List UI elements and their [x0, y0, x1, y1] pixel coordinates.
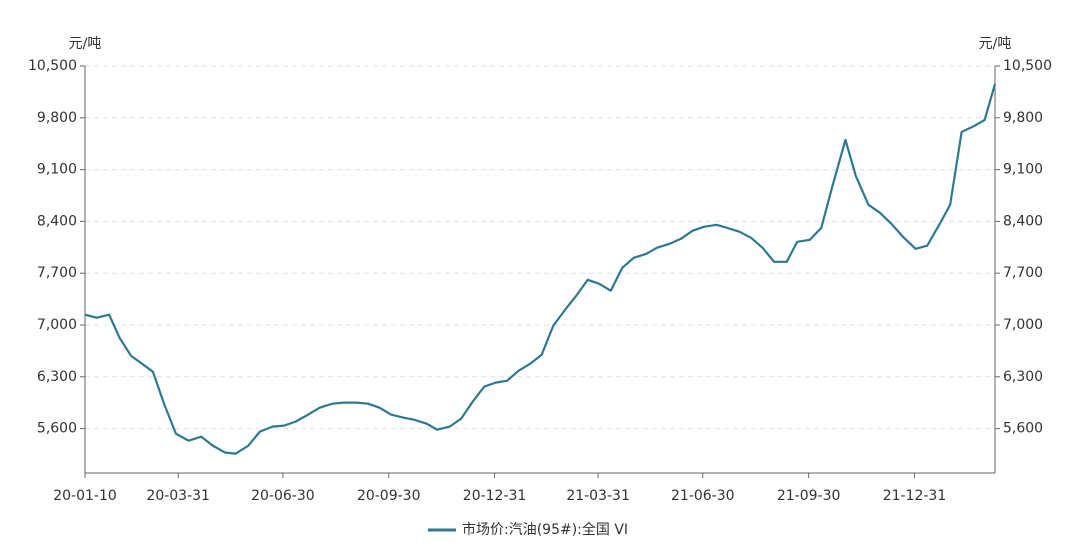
y2-tick-label: 6,300 — [1003, 369, 1043, 385]
x-tick-label: 21-09-30 — [777, 488, 841, 504]
y-tick-label: 6,300 — [37, 369, 77, 385]
x-tick-label: 20-09-30 — [357, 488, 421, 504]
y2-axis-label: 元/吨 — [979, 36, 1012, 52]
x-tick-label: 21-12-31 — [883, 488, 947, 504]
y-tick-label: 7,700 — [37, 265, 77, 281]
legend-label: 市场价:汽油(95#):全国 VI — [462, 521, 628, 538]
y-tick-label: 9,800 — [37, 110, 77, 126]
x-tick-label: 20-06-30 — [251, 488, 315, 504]
y-tick-label: 5,600 — [37, 421, 77, 437]
y-tick-label: 10,500 — [28, 58, 77, 74]
y2-tick-label: 9,800 — [1003, 110, 1043, 126]
x-tick-label: 20-01-10 — [53, 488, 117, 504]
y2-tick-label: 10,500 — [1003, 58, 1052, 74]
y-axis-label: 元/吨 — [69, 36, 102, 52]
y-tick-label: 7,000 — [37, 317, 77, 333]
x-tick-label: 21-03-31 — [566, 488, 630, 504]
y2-tick-label: 8,400 — [1003, 213, 1043, 229]
x-tick-label: 21-06-30 — [671, 488, 735, 504]
y2-tick-label: 7,700 — [1003, 265, 1043, 281]
y2-tick-label: 9,100 — [1003, 162, 1043, 178]
y2-tick-label: 7,000 — [1003, 317, 1043, 333]
y-tick-label: 8,400 — [37, 213, 77, 229]
y2-tick-label: 5,600 — [1003, 421, 1043, 437]
data-line — [84, 83, 997, 455]
y-tick-label: 9,100 — [37, 162, 77, 178]
x-tick-label: 20-03-31 — [146, 488, 210, 504]
x-tick-label: 20-12-31 — [463, 488, 527, 504]
